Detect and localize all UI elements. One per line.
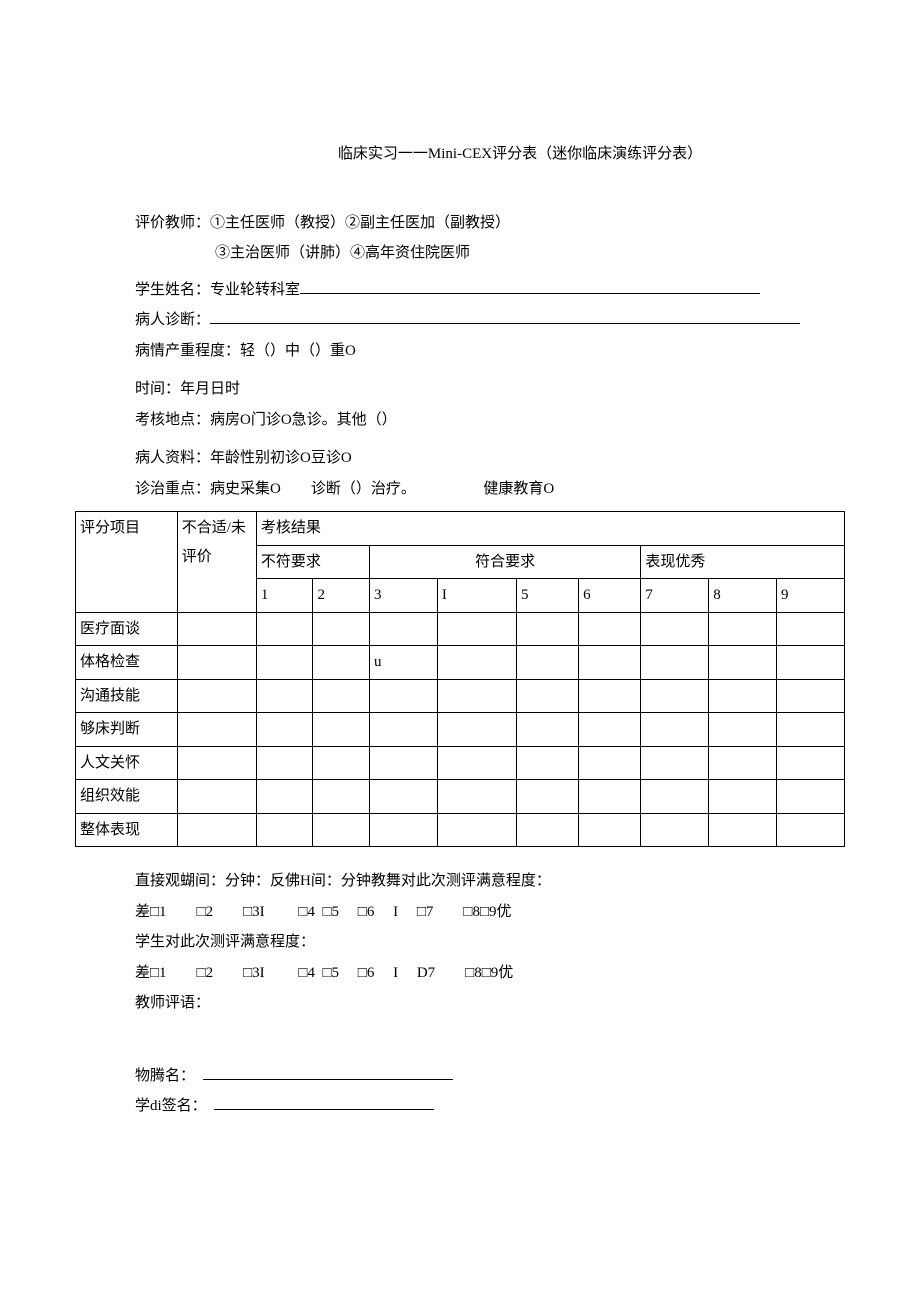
sig2-underline	[214, 1094, 434, 1111]
focus-line: 诊治重点：病史采集O 诊断（）治疗。 健康教育O	[75, 475, 845, 504]
signature-1: 物腾名：	[75, 1062, 845, 1091]
num-5: 5	[516, 579, 578, 613]
table-row: 医疗面谈	[76, 612, 845, 646]
student-rating: 差□1 □2 □3I □4 □5 □6 I D7 □8□9优	[75, 959, 845, 988]
num-8: 8	[709, 579, 777, 613]
observation-line: 直接观蝴间：分钟：反佛H间：分钟教舞对此次测评满意程度：	[75, 867, 845, 896]
num-1: 1	[256, 579, 313, 613]
signature-2: 学di签名：	[75, 1092, 845, 1121]
col-na: 不合适/未评价	[177, 512, 256, 613]
table-row: 沟通技能	[76, 679, 845, 713]
col-result: 考核结果	[256, 512, 844, 546]
cell-u: u	[369, 646, 437, 680]
sig1-underline	[203, 1063, 453, 1080]
patient-line: 病人资料：年龄性别初诊O豆诊O	[75, 444, 845, 473]
num-4: I	[437, 579, 516, 613]
table-row: 整体表现	[76, 813, 845, 847]
page-title: 临床实习一一Mini-CEX评分表（迷你临床演练评分表）	[75, 140, 845, 169]
table-row: 够床判断	[76, 713, 845, 747]
num-2: 2	[313, 579, 370, 613]
row-label: 人文关怀	[76, 746, 178, 780]
student-sat-label: 学生对此次测评满意程度：	[75, 928, 845, 957]
sig1-label: 物腾名：	[135, 1068, 188, 1084]
diagnosis-line: 病人诊断：	[75, 306, 845, 335]
student-label: 学生姓名：专业轮转科室	[135, 282, 300, 298]
col-excel: 表现优秀	[641, 545, 845, 579]
diagnosis-label: 病人诊断：	[135, 312, 210, 328]
teacher-line-2: ③主治医师（讲肺）④高年资住院医师	[75, 239, 845, 268]
student-underline	[300, 277, 760, 294]
num-9: 9	[777, 579, 845, 613]
teacher-rating: 差□1 □2 □3I □4 □5 □6 I □7 □8□9优	[75, 898, 845, 927]
student-line: 学生姓名：专业轮转科室	[75, 276, 845, 305]
time-line: 时间：年月日时	[75, 375, 845, 404]
row-label: 整体表现	[76, 813, 178, 847]
sig2-label: 学di签名：	[135, 1098, 199, 1114]
row-label: 医疗面谈	[76, 612, 178, 646]
table-row: 组织效能	[76, 780, 845, 814]
row-label: 够床判断	[76, 713, 178, 747]
table-row: 体格检查 u	[76, 646, 845, 680]
teacher-line-1: 评价教师：①主任医师（教授）②副主任医加（副教授）	[75, 209, 845, 238]
num-7: 7	[641, 579, 709, 613]
table-header-row-1: 评分项目 不合适/未评价 考核结果	[76, 512, 845, 546]
num-6: 6	[579, 579, 641, 613]
row-label: 组织效能	[76, 780, 178, 814]
col-fail: 不符要求	[256, 545, 369, 579]
col-meet: 符合要求	[369, 545, 640, 579]
row-label: 沟通技能	[76, 679, 178, 713]
col-item: 评分项目	[76, 512, 178, 613]
severity-line: 病情产重程度：轻（）中（）重O	[75, 337, 845, 366]
location-line: 考核地点：病房O门诊O急诊。其他（）	[75, 406, 845, 435]
score-table: 评分项目 不合适/未评价 考核结果 不符要求 符合要求 表现优秀 1 2 3 I…	[75, 511, 845, 847]
row-label: 体格检查	[76, 646, 178, 680]
teacher-comment: 教师评语：	[75, 989, 845, 1018]
diagnosis-underline	[210, 308, 800, 325]
num-3: 3	[369, 579, 437, 613]
table-row: 人文关怀	[76, 746, 845, 780]
